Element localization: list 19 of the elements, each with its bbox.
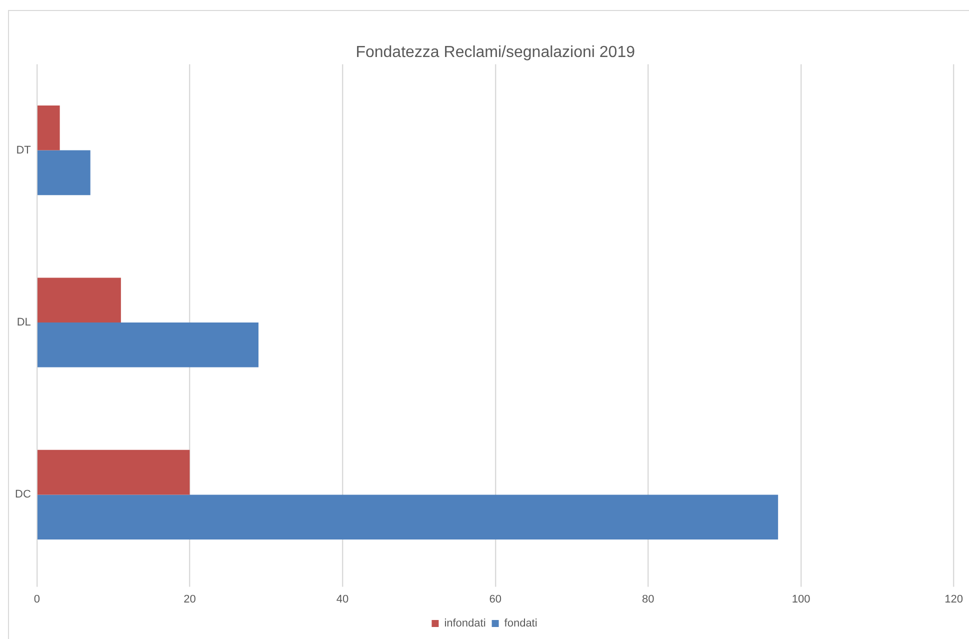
y-tick-label: DL: [16, 316, 31, 329]
x-tick-label: 100: [792, 593, 810, 606]
x-tick-label: 20: [184, 593, 196, 606]
bar: [37, 494, 778, 540]
y-tick-label: DC: [14, 488, 31, 501]
x-tick-label: 40: [336, 593, 349, 606]
bar: [37, 450, 190, 495]
x-tick-label: 120: [944, 593, 964, 606]
bar: [37, 106, 60, 150]
bar: [37, 150, 90, 196]
chart-title: Fondatezza Reclami/segnalazioni 2019: [356, 44, 636, 62]
bar: [37, 278, 121, 322]
legend-label: fondati: [504, 618, 538, 630]
y-tick-label: DT: [16, 144, 32, 156]
x-tick-label: 80: [642, 593, 654, 606]
x-tick-label: 0: [34, 593, 40, 606]
x-tick-label: 60: [489, 593, 502, 606]
bar: [37, 322, 258, 368]
legend-label: infondati: [444, 618, 486, 630]
